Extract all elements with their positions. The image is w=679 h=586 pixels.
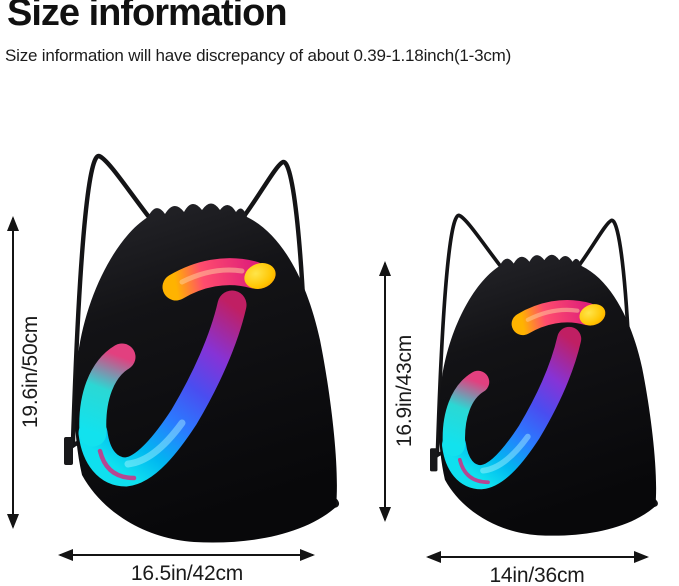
width-dimension-label-small: 14in/36cm [489,564,585,586]
drawstring-bag-large-image [64,145,344,545]
height-dimension-arrow-large [7,216,19,529]
width-dimension-label-large: 16.5in/42cm [130,562,244,585]
page-subtitle: Size information will have discrepancy o… [5,46,512,65]
width-dimension-arrow-large [58,549,315,561]
height-dimension-label-small: 16.9in/43cm [393,334,416,448]
height-dimension-label-large: 19.6in/50cm [19,315,42,429]
width-dimension-arrow-small [426,551,649,563]
height-dimension-arrow-small [379,261,391,522]
drawstring-bag-small-image [430,206,662,538]
page-title: Size information [7,0,288,34]
